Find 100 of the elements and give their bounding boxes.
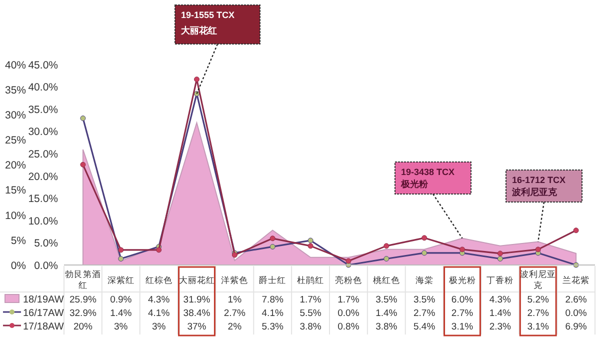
x-tick-label: 桃红色 xyxy=(372,275,400,285)
x-tick-label: 爵士红 xyxy=(259,275,286,285)
x-tick-label: 洋紫色 xyxy=(221,275,248,285)
y2-tick-label: 35% xyxy=(4,84,26,96)
y-tick-label: 35.0% xyxy=(28,104,58,116)
data-label: 3% xyxy=(152,322,166,332)
y2-tick-label: 10% xyxy=(4,210,26,222)
data-label: 5.3% xyxy=(262,322,284,332)
point xyxy=(460,246,465,252)
x-tick-label: 亮粉色 xyxy=(334,275,362,285)
x-tick-label: 兰花紫 xyxy=(562,275,590,285)
legend-label: 16/17AW xyxy=(23,308,64,319)
y2-tick-label: 30% xyxy=(4,109,26,122)
data-label: 32.9% xyxy=(69,308,97,319)
annotation: 16-1712 TCX 波利尼亚克 xyxy=(511,175,566,197)
data-label: 7.8% xyxy=(262,294,284,306)
y-tick-label: 25.0% xyxy=(28,148,58,160)
point xyxy=(118,256,124,262)
data-label: 3% xyxy=(114,322,128,332)
data-label: 1.4% xyxy=(110,308,132,319)
annotation: 19-3438 TCX 极光粉 xyxy=(394,162,472,239)
point xyxy=(194,76,200,82)
data-label: 4.1% xyxy=(148,308,170,319)
data-label: 1.7% xyxy=(338,294,360,306)
y2-tick-label: 0% xyxy=(10,260,26,272)
y-tick-label: 30.0% xyxy=(28,126,58,138)
point xyxy=(535,246,541,252)
data-label: 20% xyxy=(73,322,94,332)
y-tick-label: 15.0% xyxy=(28,193,58,206)
data-label: 3.5% xyxy=(413,294,436,306)
data-label: 3.1% xyxy=(527,322,550,332)
y-tick-label: 40.0% xyxy=(28,82,58,94)
y-tick-label: 20.0% xyxy=(28,170,58,183)
data-label: 2% xyxy=(228,322,242,332)
data-label: 5.4% xyxy=(413,322,436,332)
data-label: 38.4% xyxy=(183,308,211,319)
data-label: 31.9% xyxy=(183,294,211,306)
data-label: 5.5% xyxy=(300,308,322,319)
data-label: 1% xyxy=(228,294,242,306)
annotation: 19-1555 TCX 大丽花红 xyxy=(174,4,260,94)
y-tick-label: 5.0% xyxy=(34,238,58,250)
point xyxy=(156,247,162,253)
y-tick-label: 45.0% xyxy=(28,59,58,72)
annotation: 16-1712 TCX 波利尼亚克 xyxy=(506,170,582,242)
y-tick-label: 0.0% xyxy=(34,260,58,272)
x-tick-label: 海棠 xyxy=(415,275,434,285)
x-tick-label: 极光粉 xyxy=(448,275,476,285)
x-tick-label: 深紫红 xyxy=(107,275,134,285)
point xyxy=(118,247,124,253)
data-label: 4.1% xyxy=(262,308,284,319)
legend-label: 17/18AW xyxy=(23,322,64,332)
data-label: 0.8% xyxy=(338,322,360,332)
x-tick-label: 大丽花红 xyxy=(178,275,215,285)
data-label: 3.8% xyxy=(300,322,322,332)
data-label: 2.7% xyxy=(527,308,550,319)
annotation: 19-3438 TCX 极光粉 xyxy=(400,167,455,189)
data-label: 2.7% xyxy=(224,308,246,319)
data-label: 25.9% xyxy=(69,294,97,306)
point xyxy=(346,258,352,264)
legend-label: 18/19AW xyxy=(23,294,64,306)
data-label: 2.3% xyxy=(489,322,512,332)
data-label: 1.4% xyxy=(489,308,512,319)
data-label: 0.0% xyxy=(338,308,360,319)
data-label: 0.0% xyxy=(565,308,588,319)
point xyxy=(270,244,276,250)
data-label: 1.4% xyxy=(376,308,398,319)
point xyxy=(308,238,314,244)
point xyxy=(80,116,86,122)
data-label: 6.0% xyxy=(451,294,474,306)
y2-tick-label: 15% xyxy=(4,184,26,197)
x-tick-label: 丁香粉 xyxy=(486,275,514,285)
point xyxy=(384,243,390,249)
data-label: 37% xyxy=(187,322,207,332)
data-label: 4.3% xyxy=(148,294,170,306)
point xyxy=(80,162,86,168)
data-label: 1.7% xyxy=(300,294,322,306)
data-label: 2.6% xyxy=(565,294,588,306)
point xyxy=(422,250,428,256)
x-tick-label: 杜鹃红 xyxy=(297,275,324,285)
point xyxy=(384,256,390,262)
y2-tick-label: 25% xyxy=(4,134,26,147)
y2-tick-label: 40% xyxy=(4,59,26,72)
data-label: 0.9% xyxy=(110,294,132,306)
data-label: 3.8% xyxy=(376,322,398,332)
x-tick-label: 勃艮第酒红 xyxy=(64,269,101,290)
x-tick-label: 红棕色 xyxy=(145,275,172,285)
y2-tick-label: 5% xyxy=(10,234,26,247)
data-label: 3.5% xyxy=(376,294,398,306)
data-label: 2.7% xyxy=(413,308,436,319)
point xyxy=(573,228,579,234)
point xyxy=(497,256,503,262)
point xyxy=(308,243,314,249)
annotation: 19-1555 TCX 大丽花红 xyxy=(181,10,235,36)
point xyxy=(270,236,276,242)
data-label: 3.1% xyxy=(451,322,474,332)
point xyxy=(422,235,428,241)
y2-tick-label: 20% xyxy=(4,160,26,172)
data-label: 4.3% xyxy=(489,294,512,306)
data-label: 2.7% xyxy=(451,308,474,319)
data-label: 6.9% xyxy=(565,322,588,332)
